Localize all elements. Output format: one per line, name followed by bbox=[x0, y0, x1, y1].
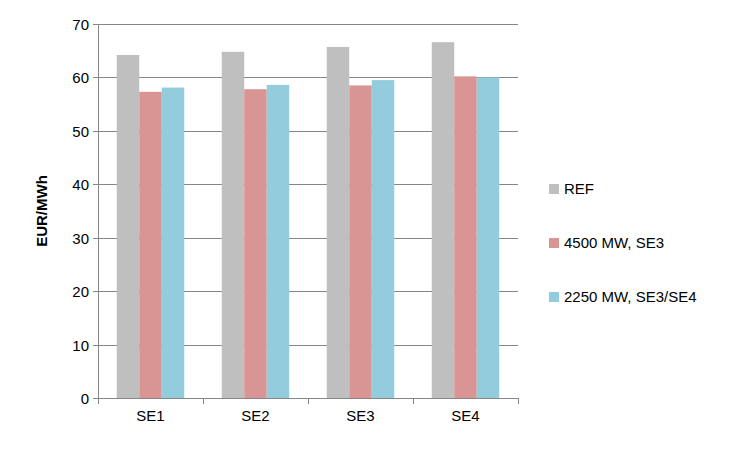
y-tick bbox=[93, 24, 98, 25]
bar bbox=[244, 89, 267, 398]
legend-swatch bbox=[549, 184, 559, 194]
y-tick-label: 20 bbox=[72, 283, 89, 300]
bar bbox=[372, 80, 395, 398]
y-tick-label: 40 bbox=[72, 176, 89, 193]
bar bbox=[349, 85, 372, 398]
y-tick bbox=[93, 131, 98, 132]
x-tick bbox=[98, 398, 99, 404]
legend-label: 2250 MW, SE3/SE4 bbox=[564, 288, 697, 305]
bar bbox=[327, 47, 350, 398]
x-tick bbox=[518, 398, 519, 404]
y-tick-label: 50 bbox=[72, 123, 89, 140]
legend-label: 4500 MW, SE3 bbox=[564, 234, 664, 251]
x-tick-label: SE4 bbox=[451, 407, 479, 424]
chart-container: 0 10 20 30 40 50 60 70 SE1 SE2 SE3 SE4 EUR/MWh REF 450… bbox=[0, 0, 752, 451]
y-tick-label: 0 bbox=[81, 390, 89, 407]
legend-swatch bbox=[549, 238, 559, 248]
legend-swatch bbox=[549, 292, 559, 302]
y-tick bbox=[93, 291, 98, 292]
bar bbox=[222, 52, 245, 398]
x-tick-label: SE1 bbox=[136, 407, 164, 424]
grid-line bbox=[98, 24, 518, 25]
y-tick bbox=[93, 398, 98, 399]
bar bbox=[432, 42, 455, 398]
y-tick-label: 70 bbox=[72, 16, 89, 33]
bar bbox=[454, 76, 477, 398]
y-tick-label: 10 bbox=[72, 337, 89, 354]
x-tick-label: SE2 bbox=[241, 407, 269, 424]
y-tick bbox=[93, 345, 98, 346]
y-tick-label: 60 bbox=[72, 69, 89, 86]
x-tick bbox=[308, 398, 309, 404]
bar bbox=[267, 85, 290, 398]
x-tick bbox=[413, 398, 414, 404]
y-axis bbox=[98, 24, 99, 398]
legend-label: REF bbox=[564, 180, 594, 197]
chart: 0 10 20 30 40 50 60 70 SE1 SE2 SE3 SE4 EUR/MWh REF 450… bbox=[0, 0, 752, 451]
x-tick bbox=[203, 398, 204, 404]
bars bbox=[117, 42, 500, 398]
y-axis-label: EUR/MWh bbox=[33, 175, 50, 247]
y-tick-label: 30 bbox=[72, 230, 89, 247]
bar bbox=[477, 77, 500, 398]
y-tick bbox=[93, 184, 98, 185]
bar bbox=[117, 55, 140, 398]
bar bbox=[162, 88, 185, 398]
y-tick bbox=[93, 238, 98, 239]
bar bbox=[139, 92, 162, 398]
x-tick-label: SE3 bbox=[346, 407, 374, 424]
y-tick bbox=[93, 77, 98, 78]
